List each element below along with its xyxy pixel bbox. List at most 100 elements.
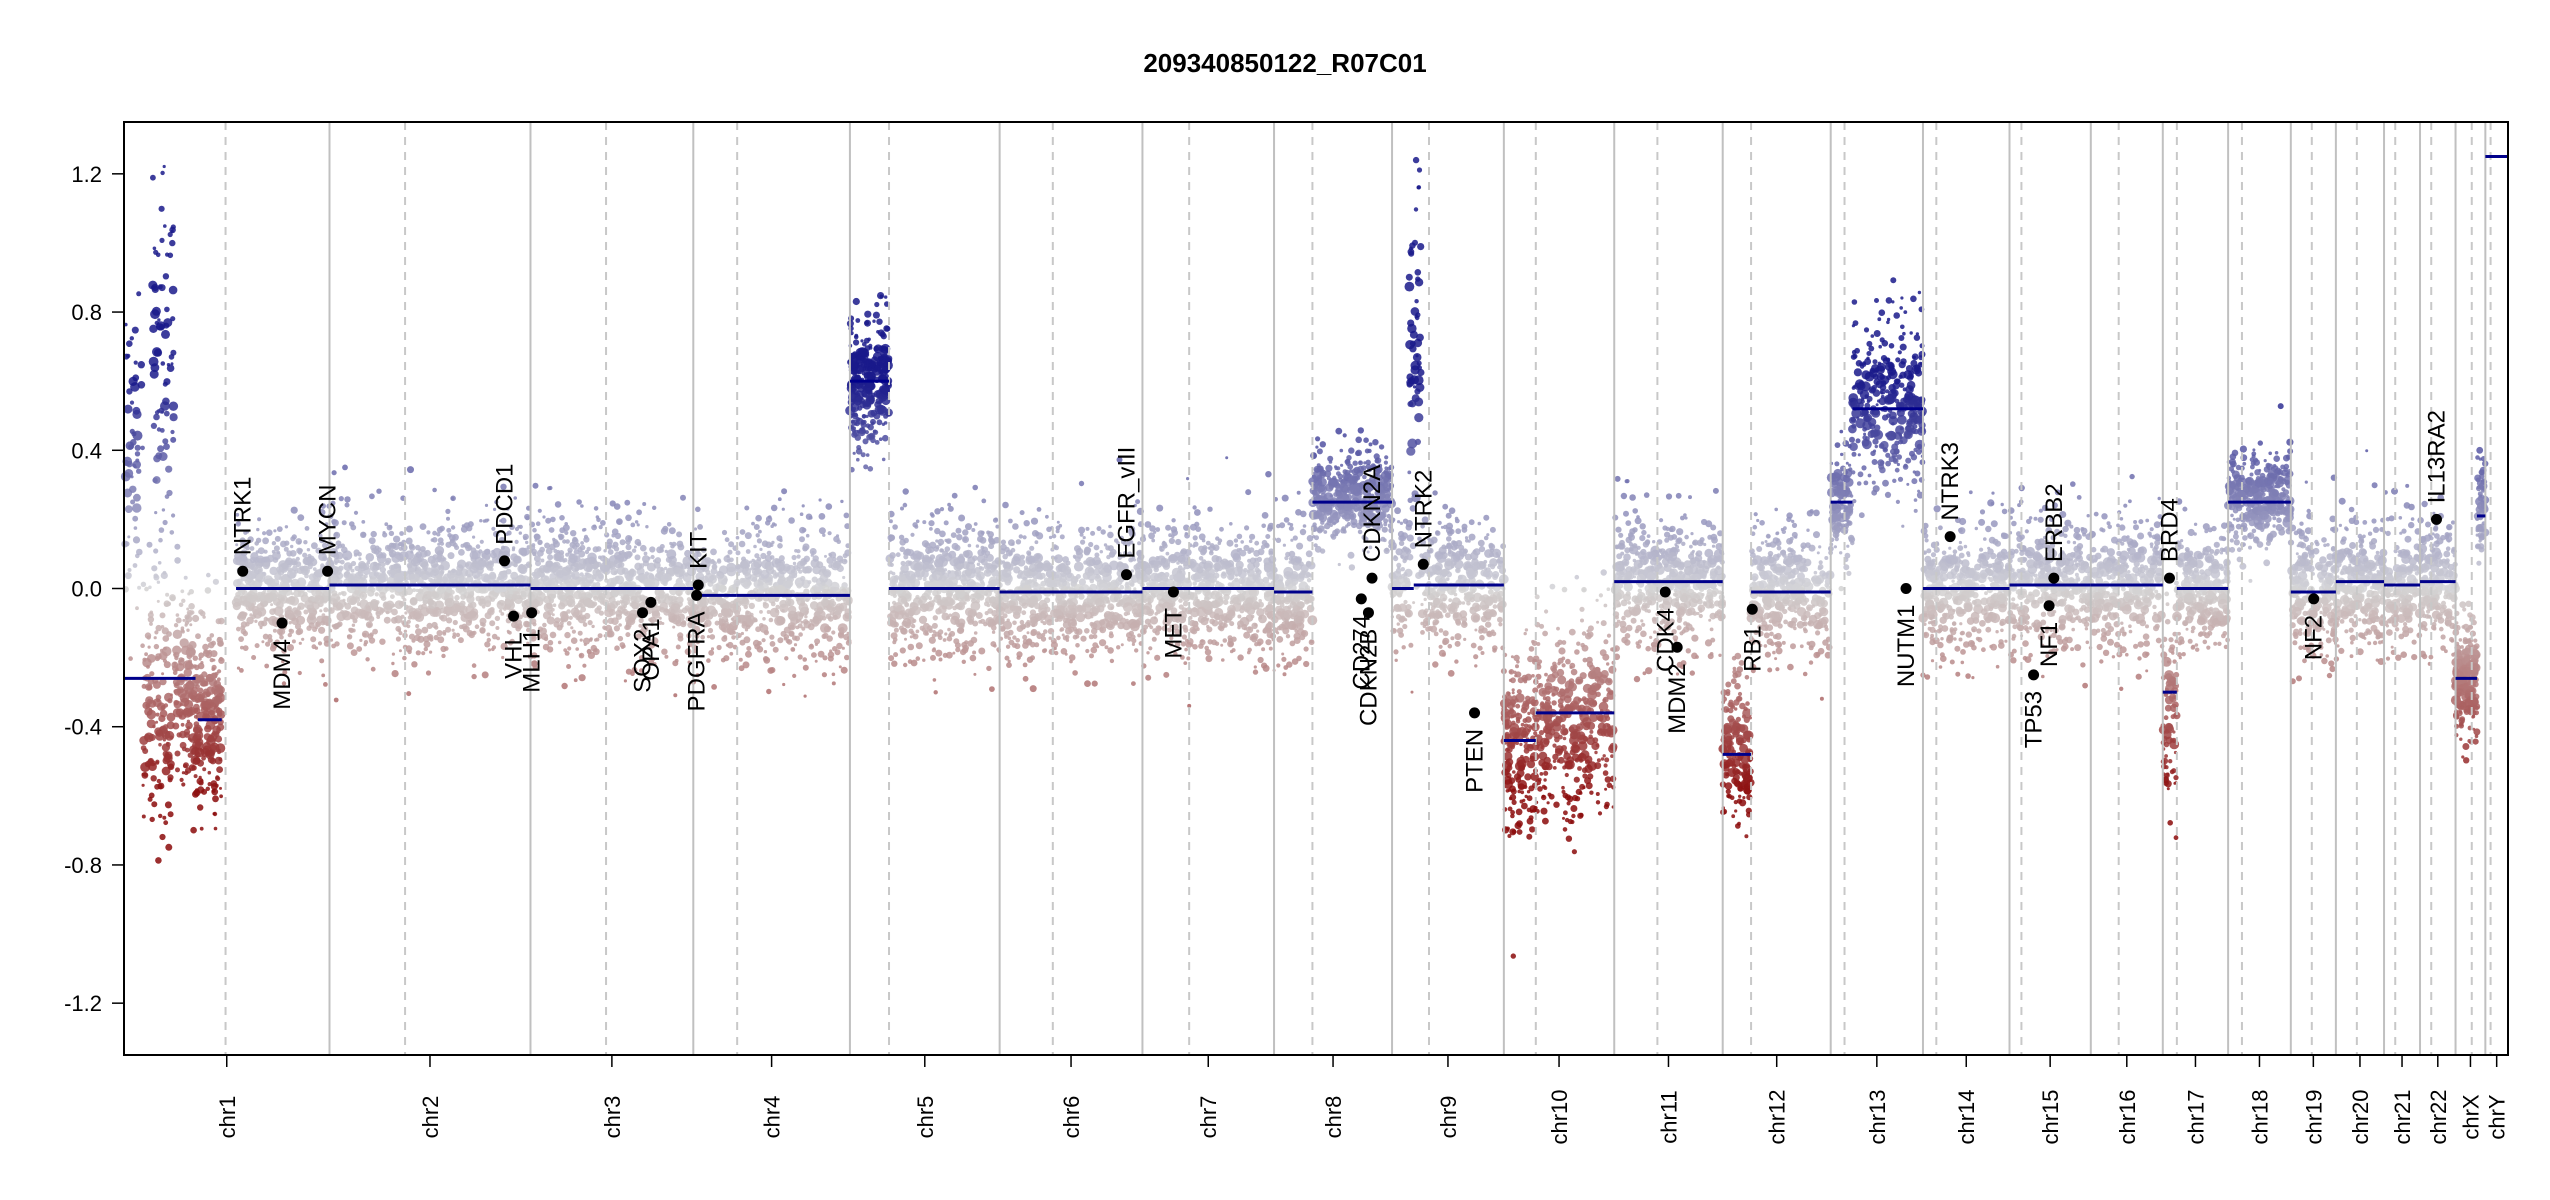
probe-point [1085,526,1090,531]
probe-point [489,560,495,565]
probe-point [986,665,992,672]
probe-point [613,570,618,575]
probe-point [235,521,241,527]
probe-point [579,572,584,577]
probe-point [423,640,431,648]
probe-point [1022,535,1027,540]
probe-point [358,561,366,569]
probe-point [479,628,486,634]
probe-point [579,638,583,642]
probe-point [777,497,782,502]
probe-point [954,619,960,625]
probe-point [365,553,375,562]
probe-point [400,614,405,619]
probe-point [724,537,730,543]
probe-point [486,518,490,522]
probe-point [351,623,356,627]
probe-point [542,577,553,587]
probe-point [922,577,927,582]
probe-point [798,569,803,574]
probe-point [595,637,600,642]
probe-point [477,571,483,577]
probe-point [1075,556,1081,563]
probe-point [856,396,862,403]
probe-point [159,612,166,619]
probe-point [426,589,437,600]
probe-point [670,609,675,614]
probe-point [929,564,934,569]
probe-point [571,629,577,634]
probe-point [430,560,439,568]
probe-point [832,646,838,652]
probe-point [337,599,346,608]
probe-point [498,536,506,544]
probe-point [157,445,165,453]
probe-point [788,572,796,579]
probe-point [276,550,281,555]
probe-point [488,586,492,591]
probe-point [769,634,775,640]
probe-point [215,775,220,780]
probe-point [219,794,224,799]
probe-point [695,506,701,513]
probe-point [498,609,503,613]
probe-point [276,628,284,635]
probe-point [187,612,191,616]
probe-point [929,527,933,531]
probe-point [876,318,883,325]
probe-point [365,621,373,629]
probe-point [1112,620,1119,626]
probe-point [487,607,495,616]
probe-point [1029,616,1038,625]
probe-point [910,623,916,629]
probe-point [319,658,325,664]
probe-point [152,246,157,251]
probe-point [207,641,215,649]
probe-point [318,626,326,634]
probe-point [1008,551,1013,556]
probe-point [421,651,426,656]
probe-point [143,772,148,778]
probe-point [414,634,421,642]
probe-point [772,646,779,653]
probe-point [939,507,945,512]
probe-point [415,650,421,656]
probe-point [132,563,138,568]
probe-point [566,609,571,614]
probe-point [506,530,512,536]
probe-point [474,624,480,629]
probe-point [1065,618,1070,623]
probe-point [182,763,188,769]
probe-point [1028,596,1039,606]
probe-point [282,669,288,675]
probe-point [954,569,962,577]
probe-point [915,629,920,634]
probe-point [652,505,657,510]
probe-point [235,550,239,554]
probe-point [186,607,190,611]
probe-point [802,543,810,551]
probe-point [311,644,317,650]
probe-point [306,625,312,631]
probe-point [814,638,821,645]
probe-point [616,519,622,525]
probe-point [597,573,604,580]
probe-point [855,417,861,422]
probe-point [269,566,278,576]
probe-point [482,519,487,523]
probe-point [1006,600,1012,607]
probe-point [162,658,167,663]
probe-point [767,515,772,519]
probe-point [152,698,162,707]
probe-point [240,549,248,557]
probe-point [638,563,645,569]
probe-point [431,568,440,577]
probe-point [207,770,212,775]
probe-point [202,767,207,772]
probe-point [962,529,969,536]
probe-point [607,549,614,555]
probe-point [821,582,826,587]
probe-point [805,598,810,602]
probe-point [359,591,368,600]
probe-point [297,670,302,676]
